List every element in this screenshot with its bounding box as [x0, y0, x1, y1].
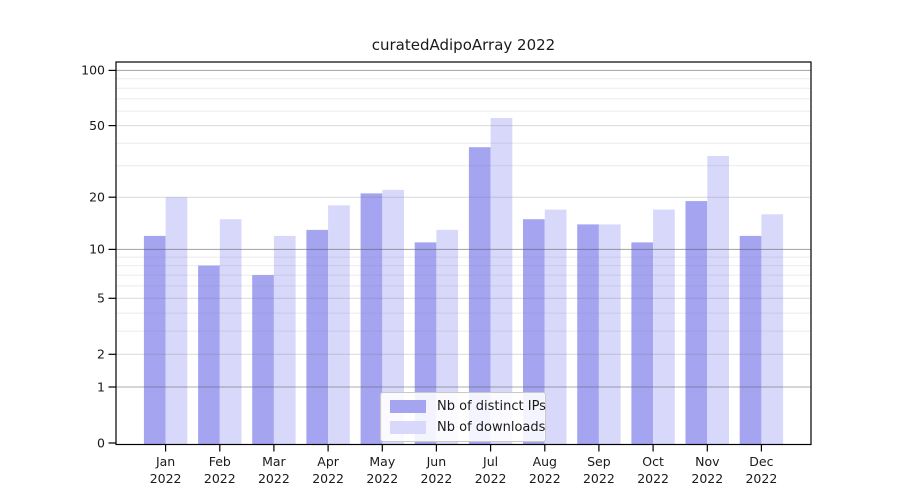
- x-tick-label-year: 2022: [583, 471, 615, 486]
- x-tick-label-month: Apr: [317, 454, 339, 469]
- y-tick-label: 100: [81, 63, 105, 78]
- bar-distinct-ips: [306, 229, 329, 445]
- bar-distinct-ips: [739, 235, 762, 445]
- bar-downloads: [165, 197, 188, 445]
- chart-title: curatedAdipoArray 2022: [371, 36, 556, 54]
- bar-downloads: [761, 214, 784, 445]
- bar-downloads: [328, 205, 350, 445]
- bar-downloads: [490, 118, 513, 445]
- legend-swatch-downloads: [390, 421, 426, 434]
- legend-item-distinct-ips: Nb of distinct IPs: [390, 399, 546, 414]
- bar-distinct-ips: [360, 193, 383, 445]
- x-tick-label-month: Jan: [155, 454, 175, 469]
- x-tick-label-year: 2022: [258, 471, 290, 486]
- x-tick-label-month: Sep: [587, 454, 611, 469]
- y-tick-label: 2: [97, 347, 105, 362]
- legend-swatch-distinct-ips: [390, 400, 426, 413]
- x-tick-label-month: Oct: [642, 454, 664, 469]
- bar-downloads: [219, 219, 242, 445]
- bar-distinct-ips: [252, 275, 274, 445]
- bar-distinct-ips: [577, 224, 599, 445]
- bar-downloads: [598, 224, 621, 445]
- bar-distinct-ips: [143, 235, 166, 445]
- x-tick-label-year: 2022: [312, 471, 344, 486]
- y-tick-label: 50: [89, 118, 105, 133]
- x-tick-label-month: Mar: [262, 454, 286, 469]
- x-tick-label-year: 2022: [475, 471, 507, 486]
- y-tick-label: 10: [89, 242, 105, 257]
- x-tick-label-year: 2022: [150, 471, 182, 486]
- y-tick-label: 5: [97, 291, 105, 306]
- x-tick-label-month: May: [369, 454, 395, 469]
- bar-distinct-ips: [468, 147, 491, 445]
- bar-downloads: [707, 156, 729, 445]
- x-tick-label-year: 2022: [745, 471, 777, 486]
- x-tick-label-month: Nov: [695, 454, 720, 469]
- legend-label-downloads: Nb of downloads: [437, 420, 546, 435]
- x-tick-label-month: Aug: [533, 454, 557, 469]
- bar-downloads: [436, 229, 459, 445]
- legend: Nb of distinct IPs Nb of downloads: [380, 392, 546, 442]
- x-tick-label-year: 2022: [529, 471, 561, 486]
- x-tick-label-year: 2022: [691, 471, 723, 486]
- bar-downloads: [382, 189, 404, 445]
- legend-item-downloads: Nb of downloads: [390, 420, 545, 435]
- bar-downloads: [653, 209, 675, 445]
- x-tick-label-month: Dec: [749, 454, 773, 469]
- x-tick-label-year: 2022: [366, 471, 398, 486]
- bar-downloads: [544, 209, 567, 445]
- axis-frame: [115, 61, 812, 446]
- x-tick-label-year: 2022: [204, 471, 236, 486]
- bar-distinct-ips: [631, 242, 654, 445]
- x-tick-label-month: Feb: [209, 454, 231, 469]
- bar-distinct-ips: [523, 219, 545, 445]
- x-tick-label-month: Jul: [482, 454, 498, 469]
- x-tick-label-year: 2022: [420, 471, 452, 486]
- y-tick-label: 0: [97, 435, 105, 450]
- legend-label-distinct-ips: Nb of distinct IPs: [437, 399, 546, 414]
- y-tick-label: 20: [89, 190, 105, 205]
- y-tick-label: 1: [97, 379, 105, 394]
- bar-distinct-ips: [198, 265, 220, 445]
- bar-downloads: [273, 235, 296, 445]
- x-tick-label-year: 2022: [637, 471, 669, 486]
- bar-distinct-ips: [685, 201, 708, 445]
- x-tick-label-month: Jun: [426, 454, 447, 469]
